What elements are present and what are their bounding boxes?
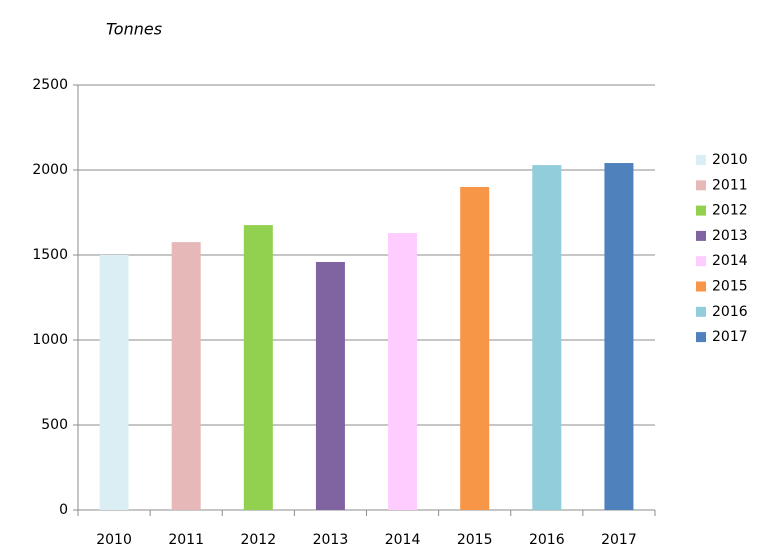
x-tick-label: 2013 [313,532,349,548]
bar [532,165,562,510]
legend-label: 2010 [712,152,748,168]
legend-label: 2015 [712,279,748,295]
legend-swatch [696,230,706,241]
bar [604,163,634,510]
y-tick-label: 1000 [32,332,68,348]
legend-swatch [696,205,706,216]
y-tick-label: 500 [41,417,68,433]
x-tick-label: 2016 [529,532,565,548]
legend-swatch [696,256,706,267]
legend-swatch [696,306,706,317]
x-tick-label: 2010 [96,532,132,548]
x-tick-label: 2015 [457,532,493,548]
y-tick-label: 2000 [32,162,68,178]
legend-swatch [696,155,706,165]
chart-subtitle: Tonnes [106,20,162,39]
legend-swatch [696,180,706,191]
x-tick-label: 2012 [240,532,276,548]
x-tick-label: 2017 [601,532,637,548]
legend-label: 2011 [712,177,748,193]
legend-label: 2016 [712,304,748,320]
bar [388,233,418,510]
bar [99,255,129,510]
bar [315,261,345,510]
bar [460,187,490,510]
bar [243,225,273,510]
legend-swatch [696,281,706,292]
legend-label: 2017 [712,329,748,345]
y-tick-label: 2500 [32,77,68,93]
bar [171,242,201,510]
x-tick-label: 2014 [385,532,421,548]
legend-swatch [696,332,706,343]
legend-label: 2014 [712,253,748,269]
legend-label: 2013 [712,228,748,244]
legend-label: 2012 [712,203,748,219]
y-tick-label: 0 [59,502,68,518]
y-tick-label: 1500 [32,247,68,263]
x-tick-label: 2011 [168,532,204,548]
